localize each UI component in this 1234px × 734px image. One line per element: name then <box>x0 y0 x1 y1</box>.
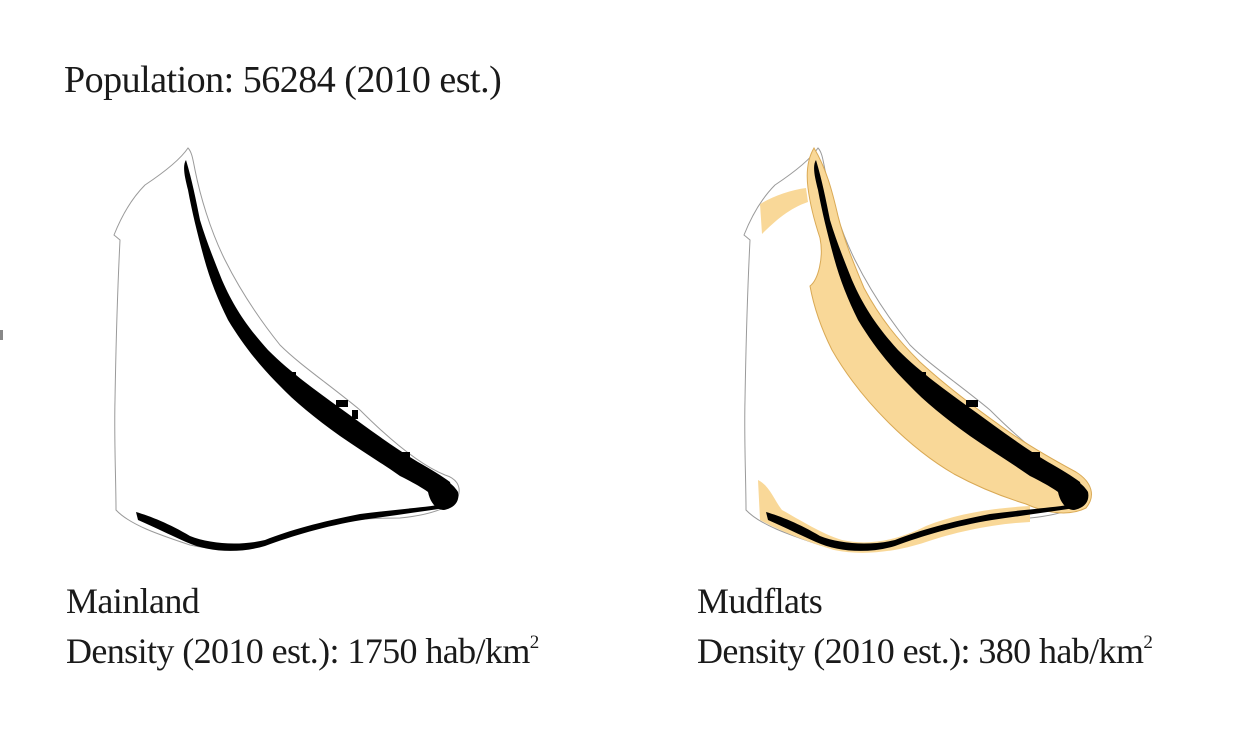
map-name: Mudflats <box>697 581 823 621</box>
settlement-block <box>286 372 296 380</box>
settlement-block <box>916 372 926 380</box>
density-unit-superscript: 2 <box>1143 632 1153 653</box>
settlement-band-east <box>814 160 1081 502</box>
density-value: 380 <box>978 631 1031 671</box>
atoll-outline-mainland <box>113 147 460 551</box>
settlement-town-tip <box>428 474 459 510</box>
caption-mudflats: Mudflats Density (2010 est.): 380 hab/km… <box>697 576 1153 676</box>
settlement-town-tip <box>1058 474 1089 510</box>
mudflat-area-northwest <box>760 188 808 234</box>
density-value: 1750 <box>347 631 417 671</box>
map-mudflats <box>730 140 1110 560</box>
settlement-block <box>930 386 938 396</box>
density-line: Density (2010 est.): 1750 hab/km2 <box>66 626 539 676</box>
settlement-band-east <box>184 160 451 502</box>
atoll-outline <box>113 147 460 550</box>
density-prefix: Density (2010 est.): <box>66 631 348 671</box>
settlement-block <box>1030 452 1040 460</box>
map-name: Mainland <box>66 581 200 621</box>
atoll-outline-mudflats <box>743 147 1092 553</box>
settlement-block <box>336 400 348 407</box>
settlement-band-south <box>766 504 1075 551</box>
caption-mainland: Mainland Density (2010 est.): 1750 hab/k… <box>66 576 539 676</box>
density-unit-superscript: 2 <box>529 632 540 653</box>
map-mainland <box>100 140 480 560</box>
settlement-block <box>300 386 308 396</box>
density-prefix: Density (2010 est.): <box>697 631 979 671</box>
left-edge-mark <box>0 330 3 340</box>
settlement-band-south <box>136 504 445 551</box>
settlement-block <box>352 410 358 419</box>
density-unit: hab/km <box>1030 631 1144 671</box>
population-title: Population: 56284 (2010 est.) <box>64 59 502 101</box>
settlement-block <box>400 452 410 460</box>
settlement-block <box>966 400 978 407</box>
mudflat-area-south <box>758 480 1030 553</box>
density-line: Density (2010 est.): 380 hab/km2 <box>697 626 1153 676</box>
density-unit: hab/km <box>416 631 530 671</box>
